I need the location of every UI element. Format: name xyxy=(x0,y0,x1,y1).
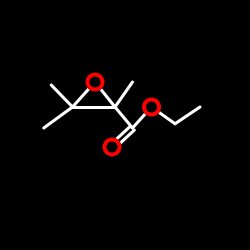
Circle shape xyxy=(143,98,160,116)
Circle shape xyxy=(86,73,104,91)
Circle shape xyxy=(103,138,121,156)
